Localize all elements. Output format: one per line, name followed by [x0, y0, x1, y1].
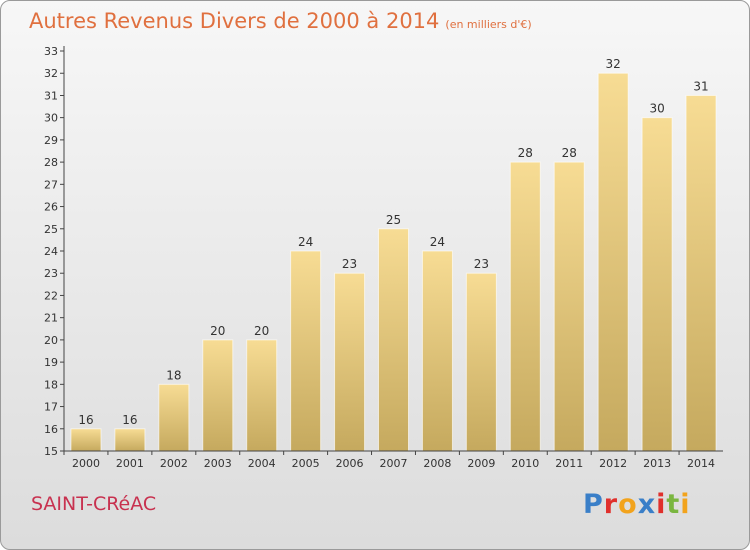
x-tick-label: 2003	[204, 457, 232, 470]
bar	[246, 339, 278, 452]
y-tick-label: 25	[44, 223, 58, 236]
logo-letter: i	[656, 489, 667, 520]
y-tick-label: 30	[44, 112, 58, 125]
x-tick-label: 2004	[248, 457, 276, 470]
x-tick-label: 2001	[116, 457, 144, 470]
bar	[114, 428, 146, 452]
bar	[509, 161, 541, 452]
bar-value-label: 23	[342, 257, 357, 271]
bar	[641, 117, 673, 452]
bar-value-label: 24	[430, 235, 445, 249]
bar-value-label: 25	[386, 213, 401, 227]
logo-letter: o	[618, 489, 638, 520]
bar-value-label: 23	[474, 257, 489, 271]
y-tick-label: 33	[44, 45, 58, 58]
y-tick-label: 20	[44, 334, 58, 347]
bar	[465, 272, 497, 452]
y-tick-label: 29	[44, 134, 58, 147]
bar	[334, 272, 366, 452]
x-tick-label: 2006	[336, 457, 364, 470]
bar	[685, 94, 717, 452]
bar-value-label: 18	[166, 368, 181, 382]
y-tick-label: 16	[44, 423, 58, 436]
bar-value-label: 32	[606, 57, 621, 71]
y-tick-label: 26	[44, 201, 58, 214]
x-tick-label: 2009	[467, 457, 495, 470]
y-tick-label: 28	[44, 156, 58, 169]
x-tick-label: 2012	[599, 457, 627, 470]
bar-value-label: 24	[298, 235, 313, 249]
y-tick-label: 19	[44, 356, 58, 369]
y-tick-label: 23	[44, 267, 58, 280]
x-tick-label: 2007	[380, 457, 408, 470]
bar	[553, 161, 585, 452]
bar-value-label: 20	[210, 324, 225, 338]
y-tick-label: 27	[44, 178, 58, 191]
logo-letter: x	[637, 489, 657, 520]
x-tick-label: 2013	[643, 457, 671, 470]
logo-letter: t	[666, 489, 681, 520]
bar	[158, 383, 190, 452]
x-tick-label: 2010	[511, 457, 539, 470]
bar	[421, 250, 453, 452]
y-tick-label: 31	[44, 89, 58, 102]
x-tick-label: 2000	[72, 457, 100, 470]
y-tick-label: 32	[44, 67, 58, 80]
y-tick-label: 21	[44, 312, 58, 325]
bar-value-label: 20	[254, 324, 269, 338]
x-tick-label: 2008	[423, 457, 451, 470]
bar	[597, 72, 629, 452]
chart-subtitle: (en milliers d'€)	[445, 18, 532, 31]
bar	[378, 228, 409, 452]
commune-name: SAINT-CRéAC	[31, 493, 157, 515]
y-tick-label: 22	[44, 289, 58, 302]
y-tick-label: 18	[44, 378, 58, 391]
bar	[290, 250, 322, 452]
x-tick-label: 2014	[687, 457, 715, 470]
bar-value-label: 28	[562, 146, 577, 160]
x-tick-label: 2005	[292, 457, 320, 470]
logo-letter: i	[680, 489, 691, 520]
x-tick-label: 2011	[555, 457, 583, 470]
bar-value-label: 16	[122, 413, 137, 427]
chart-title-text: Autres Revenus Divers de 2000 à 2014	[29, 9, 440, 33]
bar	[202, 339, 234, 452]
y-tick-label: 24	[44, 245, 58, 258]
logo-letter: P	[583, 489, 604, 520]
bar	[70, 428, 102, 452]
bar-value-label: 28	[518, 146, 533, 160]
x-tick-label: 2002	[160, 457, 188, 470]
bar-value-label: 30	[649, 102, 664, 116]
logo-letter: r	[603, 489, 619, 520]
y-tick-label: 17	[44, 401, 58, 414]
bar-value-label: 16	[78, 413, 93, 427]
proxiti-logo[interactable]: Proxiti	[583, 489, 691, 520]
y-tick-label: 15	[44, 445, 58, 458]
bar-value-label: 31	[693, 79, 708, 93]
chart-title: Autres Revenus Divers de 2000 à 2014 (en …	[29, 9, 532, 33]
